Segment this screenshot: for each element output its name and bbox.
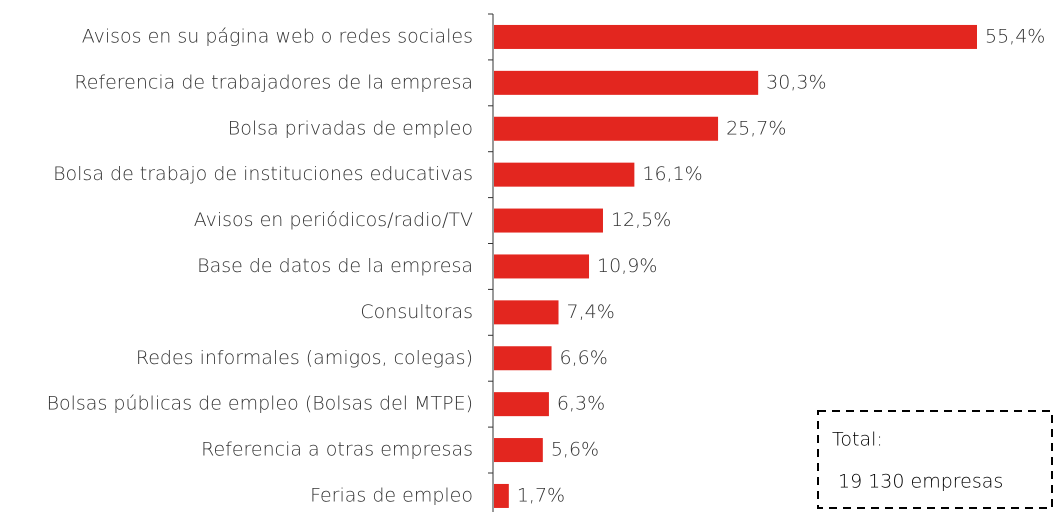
bar [494, 116, 719, 141]
category-label: Ferias de empleo [310, 484, 473, 506]
bar [494, 208, 603, 233]
bar [494, 300, 559, 325]
category-label: Avisos en periódicos/radio/TV [194, 209, 473, 231]
category-label: Bolsas públicas de empleo (Bolsas del MT… [47, 393, 473, 415]
bar [494, 392, 549, 417]
bar [494, 438, 543, 463]
value-label: 55,4% [985, 25, 1045, 47]
value-label: 7,4% [567, 301, 615, 323]
bar [494, 254, 590, 279]
category-label: Base de datos de la empresa [197, 255, 473, 277]
value-label: 10,9% [597, 255, 657, 277]
annotation-box [817, 410, 1053, 509]
value-label: 6,3% [557, 393, 605, 415]
value-label: 5,6% [551, 439, 599, 461]
value-label: 16,1% [642, 163, 702, 185]
category-label: Bolsa privadas de empleo [228, 117, 473, 139]
value-label: 30,3% [766, 71, 826, 93]
category-label: Bolsa de trabajo de instituciones educat… [53, 163, 473, 185]
value-label: 25,7% [726, 117, 786, 139]
value-label: 6,6% [560, 347, 608, 369]
bar [494, 24, 977, 49]
annotation-total: 19 130 empresas [838, 471, 1003, 493]
annotation-title: Total: [832, 429, 883, 451]
category-label: Referencia de trabajadores de la empresa [74, 71, 473, 93]
category-label: Redes informales (amigos, colegas) [136, 347, 473, 369]
bar [494, 162, 635, 187]
value-label: 12,5% [611, 209, 671, 231]
value-label: 1,7% [517, 484, 565, 506]
bar [494, 70, 759, 95]
bar [494, 483, 509, 508]
bar [494, 346, 552, 371]
category-label: Referencia a otras empresas [201, 439, 473, 461]
category-label: Consultoras [360, 301, 473, 323]
category-label: Avisos en su página web o redes sociales [82, 25, 473, 47]
